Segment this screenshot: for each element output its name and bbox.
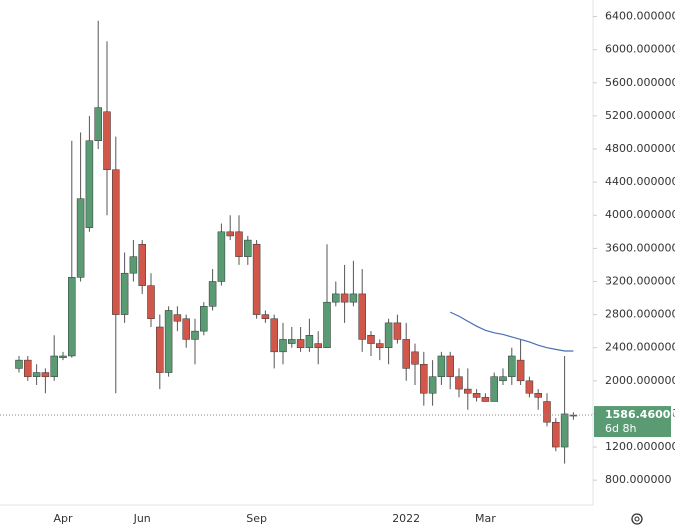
y-tick-label: 4800.000000: [605, 142, 675, 155]
candle-body: [481, 397, 490, 402]
candle-body: [252, 243, 261, 315]
y-tick-label: 2800.000000: [605, 308, 675, 321]
price-label: 1586.4600006d 8h: [594, 406, 675, 438]
y-tick-label: 4400.000000: [605, 175, 675, 188]
candle-body: [200, 306, 208, 332]
candle-body: [94, 107, 102, 141]
candle-body: [68, 277, 76, 357]
candle-body: [411, 351, 419, 365]
candle-body: [560, 413, 569, 448]
candle-body: [314, 343, 322, 348]
candle-body: [490, 376, 498, 402]
candle-body: [59, 355, 67, 358]
candle-body: [464, 388, 472, 394]
candle-body: [24, 359, 32, 377]
x-tick-label: Jun: [133, 512, 151, 525]
x-tick-label: Apr: [53, 512, 73, 525]
y-tick-label: 2400.000000: [605, 341, 675, 354]
candle-body: [323, 301, 331, 348]
candle-body: [332, 293, 340, 303]
candle-body: [499, 376, 507, 382]
candle-body: [367, 335, 375, 344]
candle-body: [358, 293, 366, 340]
candle-body: [164, 310, 173, 373]
y-tick-label: 5600.000000: [605, 76, 675, 89]
candle-body: [305, 335, 314, 348]
candle-body: [112, 169, 120, 315]
y-tick-label: 1200.000000: [605, 440, 675, 453]
candle-body: [543, 401, 551, 423]
y-tick-label: 6400.000000: [605, 10, 675, 23]
candle-body: [288, 339, 296, 344]
candle-body: [384, 322, 393, 348]
candle-body: [296, 339, 305, 348]
candle-body: [182, 318, 190, 340]
candle-body: [32, 372, 41, 377]
candle-body: [420, 364, 428, 394]
candle-body: [173, 314, 182, 322]
candle-body: [244, 239, 252, 257]
y-tick-label: 3200.000000: [605, 274, 675, 287]
y-tick-label: 6000.000000: [605, 43, 675, 56]
candle-body: [516, 359, 525, 382]
candle-body: [402, 339, 410, 369]
candle-body: [428, 376, 437, 394]
candle-body: [455, 376, 463, 390]
candle-body: [147, 285, 155, 319]
candle-body: [340, 293, 349, 303]
x-tick-label: Sep: [246, 512, 267, 525]
candle-body: [191, 330, 199, 340]
candle-body: [129, 256, 138, 274]
y-tick-label: 2000.000000: [605, 374, 675, 387]
candle-body: [349, 293, 358, 303]
price-label-text: 1586.460000: [605, 408, 675, 421]
candle-body: [552, 421, 560, 448]
candle-body: [534, 392, 542, 398]
x-tick-label: Mar: [475, 512, 496, 525]
candle-body: [525, 380, 534, 394]
y-tick-label: 5200.000000: [605, 109, 675, 122]
moving-average-line: [449, 311, 574, 352]
candle-body: [437, 355, 446, 377]
y-tick-label: 800.000000: [605, 473, 671, 486]
candle-body: [226, 231, 234, 237]
settings-icon[interactable]: [631, 513, 643, 525]
candle-body: [393, 322, 402, 340]
x-tick-label: 2022: [392, 512, 420, 525]
candle-body: [156, 326, 164, 373]
candle-body: [472, 392, 481, 398]
candle-body: [270, 318, 278, 353]
candle-body: [138, 243, 146, 286]
candle-body: [41, 372, 50, 377]
candle-body: [85, 140, 94, 228]
candle-body: [446, 355, 454, 377]
candle-body: [235, 231, 243, 257]
y-tick-label: 4000.000000: [605, 208, 675, 221]
candle-body: [508, 355, 516, 377]
y-tick-label: 3600.000000: [605, 241, 675, 254]
candle-body: [76, 198, 85, 278]
candle-body: [261, 314, 270, 319]
price-label-box: [594, 406, 671, 438]
candle-body: [376, 343, 384, 348]
countdown-text: 6d 8h: [605, 422, 636, 435]
candle-body: [217, 231, 226, 282]
candle-body: [279, 339, 287, 353]
candle-body: [15, 359, 23, 369]
candle-body: [50, 355, 58, 377]
candle-body: [120, 272, 129, 315]
candle-body: [103, 111, 111, 170]
candle-body: [208, 281, 217, 307]
